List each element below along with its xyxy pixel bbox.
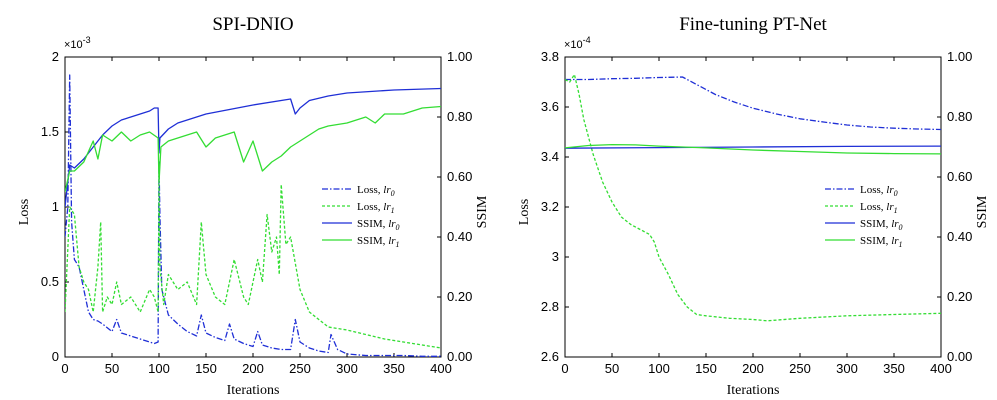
chart2-y2tick-label: 0.60	[947, 169, 972, 184]
chart1-xtick-label: 100	[148, 361, 170, 376]
chart2-xtick-label: 100	[648, 361, 670, 376]
chart2-legend-label: Loss, lr0	[860, 184, 898, 198]
chart2-xtick-label: 50	[605, 361, 619, 376]
chart1-legend-label: SSIM, lr0	[357, 218, 400, 232]
chart2-xtick-label: 350	[883, 361, 905, 376]
chart1-ytick-label: 2	[52, 49, 59, 64]
chart1-xtick-label: 250	[289, 361, 311, 376]
chart1-ytick-label: 1.5	[41, 124, 59, 139]
chart1-series-ssim-lr1	[65, 105, 441, 193]
chart2-ytick-label: 3.8	[541, 49, 559, 64]
chart2-xtick-label: 150	[695, 361, 717, 376]
chart2-xtick-label: 0	[561, 361, 568, 376]
chart2-xtick-label: 300	[836, 361, 858, 376]
chart1-series-loss-lr0	[65, 74, 441, 357]
chart1-xtick-label: 400	[430, 361, 452, 376]
chart2: Fine-tuning PT-Net 0 50 100 150 200 250 300 350 4…	[517, 14, 990, 398]
chart1-xtick-label: 50	[105, 361, 119, 376]
chart1-xtick-label: 350	[383, 361, 405, 376]
chart2-xtick-label: 250	[789, 361, 811, 376]
chart1-legend-label: Loss, lr0	[357, 184, 395, 198]
chart1-ylabel: Loss	[17, 199, 32, 225]
chart1-xtick-label: 0	[61, 361, 68, 376]
chart2-ytick-label: 2.8	[541, 299, 559, 314]
chart2-legend-label: Loss, lr1	[860, 201, 898, 215]
chart1-y2tick-label: 0.40	[447, 229, 472, 244]
chart1-xlabel: Iterations	[227, 383, 280, 398]
chart1-ytick-label: 0	[52, 349, 59, 364]
chart1-ytick-label: 1	[52, 199, 59, 214]
chart2-y2tick-label: 0.80	[947, 109, 972, 124]
chart2-legend-label: SSIM, lr1	[860, 235, 903, 249]
chart2-ytick-label: 2.6	[541, 349, 559, 364]
chart2-series-loss-lr1	[565, 73, 941, 322]
chart2-y2tick-label: 1.00	[947, 49, 972, 64]
chart2-ytick-label: 3	[552, 249, 559, 264]
chart2-xtick-label: 200	[742, 361, 764, 376]
chart1-xtick-label: 300	[336, 361, 358, 376]
chart2-title: Fine-tuning PT-Net	[679, 14, 827, 35]
chart1-y2tick-label: 0.00	[447, 349, 472, 364]
chart2-ytick-label: 3.6	[541, 99, 559, 114]
chart1: SPI-DNIO 0 50 100 150 200 250 300 350 400 0 0.5 1 1.5…	[17, 14, 490, 398]
chart2-y2label: SSIM	[975, 195, 990, 228]
chart2-y2tick-label: 0.20	[947, 289, 972, 304]
chart2-y-multiplier: ×10-4	[564, 35, 591, 51]
chart2-y2tick-label: 0.00	[947, 349, 972, 364]
chart2-xlabel: Iterations	[727, 383, 780, 398]
chart1-xtick-label: 200	[242, 361, 264, 376]
chart2-series-loss-lr0	[565, 76, 941, 131]
chart1-y2label: SSIM	[475, 195, 490, 228]
chart1-title: SPI-DNIO	[212, 14, 293, 35]
chart1-xtick-label: 150	[195, 361, 217, 376]
chart2-series-ssim-lr1	[565, 143, 941, 155]
chart1-y2tick-label: 0.20	[447, 289, 472, 304]
chart1-y-multiplier: ×10-3	[64, 35, 91, 51]
chart1-y2tick-label: 0.80	[447, 109, 472, 124]
chart1-ytick-label: 0.5	[41, 274, 59, 289]
chart2-ytick-label: 3.4	[541, 149, 559, 164]
chart2-ytick-label: 3.2	[541, 199, 559, 214]
chart2-legend-label: SSIM, lr0	[860, 218, 903, 232]
chart2-series-ssim-lr0	[565, 145, 941, 149]
chart1-legend-label: Loss, lr1	[357, 201, 395, 215]
chart2-y2tick-label: 0.40	[947, 229, 972, 244]
chart2-ylabel: Loss	[517, 199, 532, 225]
chart1-y2tick-label: 0.60	[447, 169, 472, 184]
chart2-xtick-label: 400	[930, 361, 952, 376]
chart1-legend-label: SSIM, lr1	[357, 235, 400, 249]
chart1-y2tick-label: 1.00	[447, 49, 472, 64]
